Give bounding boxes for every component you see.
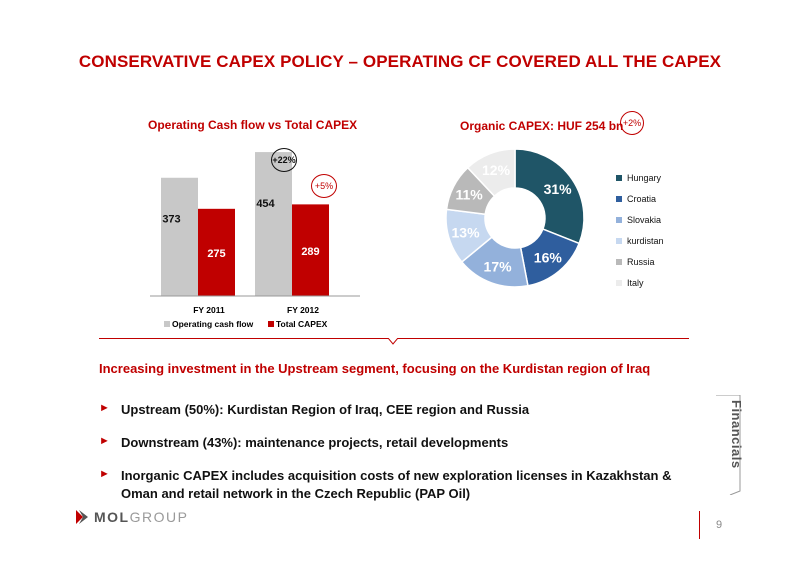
legend-swatch	[616, 217, 622, 223]
donut-slice-italy	[466, 148, 516, 198]
bar-chart-title: Operating Cash flow vs Total CAPEX	[148, 118, 358, 132]
section-label: Financials	[729, 400, 744, 469]
legend-swatch	[616, 175, 622, 181]
donut-chart-title: Organic CAPEX: HUF 254 bn	[460, 119, 624, 133]
bar-value-label: 373	[162, 214, 180, 226]
donut-slice-hungary	[514, 148, 585, 245]
growth-badge-capex: +5%	[311, 174, 337, 198]
bar-value-label: 275	[207, 248, 225, 260]
bar-chart: 373 275 454 289 FY 2011 FY 2012 Operating c…	[150, 152, 360, 329]
growth-badge-organic: +2%	[620, 111, 644, 135]
legend-label: Italy	[627, 278, 644, 288]
legend-label-capex: Total CAPEX	[276, 319, 328, 329]
growth-badge-ocf: +22%	[271, 148, 297, 172]
legend-swatch	[616, 238, 622, 244]
slide-title: CONSERVATIVE CAPEX POLICY – OPERATING CF…	[78, 52, 722, 71]
legend-swatch	[616, 280, 622, 286]
bar-opcf	[255, 152, 292, 296]
bar-capex	[198, 208, 235, 296]
bar-capex	[292, 204, 329, 296]
mol-group-logo: MOLGROUP	[76, 509, 188, 525]
slice-value-label: 13%	[452, 224, 481, 240]
slice-value-label: 11%	[455, 187, 483, 203]
bullet-text: Inorganic CAPEX includes acquisition cos…	[121, 468, 672, 501]
legend-swatch-capex	[268, 321, 274, 327]
bullet-text: Downstream (43%): maintenance projects, …	[121, 435, 509, 450]
legend-swatch-opcf	[164, 321, 170, 327]
footer-divider	[699, 511, 700, 539]
key-message: Increasing investment in the Upstream se…	[99, 361, 651, 376]
x-tick-label: FY 2011	[193, 305, 225, 315]
donut-chart: 31% 16% 17% 13% 11% 12% Hungary Croatia Slovaki…	[445, 148, 664, 288]
divider-notch	[388, 338, 398, 345]
legend-swatch	[616, 196, 622, 202]
slice-value-label: 16%	[534, 250, 563, 266]
legend-label: kurdistan	[627, 236, 664, 246]
bullet-item: ► Downstream (43%): maintenance projects…	[99, 434, 681, 452]
legend-label: Croatia	[627, 194, 656, 204]
bar-value-label: 454	[256, 198, 275, 210]
x-tick-label: FY 2012	[287, 305, 319, 315]
bar-value-label: 289	[301, 246, 319, 258]
logo-group-text: GROUP	[129, 509, 189, 525]
bullet-arrow-icon: ►	[99, 402, 110, 414]
section-tab	[716, 395, 741, 495]
logo-mol-text: MOL	[94, 509, 130, 525]
legend-label: Hungary	[627, 173, 662, 183]
slice-value-label: 17%	[484, 258, 513, 274]
bar-opcf	[161, 177, 198, 296]
slice-value-label: 12%	[482, 162, 511, 178]
legend-label: Slovakia	[627, 215, 661, 225]
legend-label-opcf: Operating cash flow	[172, 319, 254, 329]
slice-value-label: 31%	[544, 181, 573, 197]
mol-logo-icon	[76, 510, 88, 524]
bullet-arrow-icon: ►	[99, 468, 110, 480]
page-number: 9	[716, 519, 723, 531]
bullet-item: ► Upstream (50%): Kurdistan Region of Ir…	[99, 401, 681, 419]
legend-swatch	[616, 259, 622, 265]
bullet-arrow-icon: ►	[99, 435, 110, 447]
bullet-text: Upstream (50%): Kurdistan Region of Iraq…	[121, 402, 530, 417]
legend-label: Russia	[627, 257, 655, 267]
bullet-item: ► Inorganic CAPEX includes acquisition c…	[99, 467, 681, 503]
